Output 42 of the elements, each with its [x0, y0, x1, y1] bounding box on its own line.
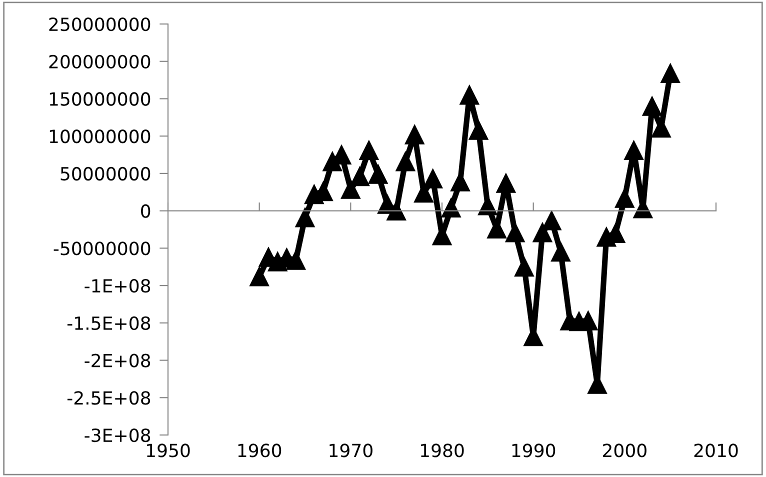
x-tick-label: 1980 — [421, 444, 464, 458]
point — [340, 179, 360, 199]
point — [514, 257, 534, 277]
point — [460, 85, 480, 105]
point — [532, 222, 552, 242]
point — [614, 188, 634, 208]
point — [359, 140, 379, 160]
y-tick-label: -2.5E+08 — [67, 391, 150, 405]
point — [441, 198, 461, 218]
y-tick-label: 200000000 — [49, 54, 150, 68]
point — [624, 140, 644, 160]
point — [496, 173, 516, 193]
point — [295, 208, 315, 228]
y-tick-label: 0 — [141, 204, 150, 218]
x-tick-label: 1990 — [512, 444, 556, 458]
point — [286, 250, 306, 270]
point — [250, 266, 270, 286]
point — [350, 166, 370, 186]
x-tick-label: 1960 — [238, 444, 282, 458]
y-tick-label: -2E+08 — [84, 354, 150, 368]
point — [423, 168, 443, 188]
y-tick-label: -3E+08 — [84, 428, 150, 442]
y-tick-label: -50000000 — [54, 242, 150, 256]
y-tick-label: 100000000 — [50, 130, 150, 144]
point — [404, 124, 424, 144]
x-tick-label: 1950 — [147, 444, 190, 458]
y-tick-label: 50000000 — [60, 166, 150, 181]
point — [660, 64, 680, 84]
point — [368, 164, 388, 184]
y-tick-label: 250000000 — [49, 17, 150, 32]
x-tick-label: 2000 — [603, 444, 646, 458]
point — [396, 152, 416, 172]
y-tick-label: -1.5E+08 — [67, 316, 150, 330]
point — [468, 120, 488, 140]
x-tick-label: 2010 — [694, 444, 738, 458]
y-tick-label: 150000000 — [50, 92, 150, 106]
point — [505, 222, 525, 242]
point — [551, 242, 570, 262]
y-tick-label: -1E+08 — [84, 279, 150, 293]
x-tick-label: 1970 — [330, 444, 372, 458]
point — [386, 201, 406, 221]
point — [642, 96, 662, 116]
